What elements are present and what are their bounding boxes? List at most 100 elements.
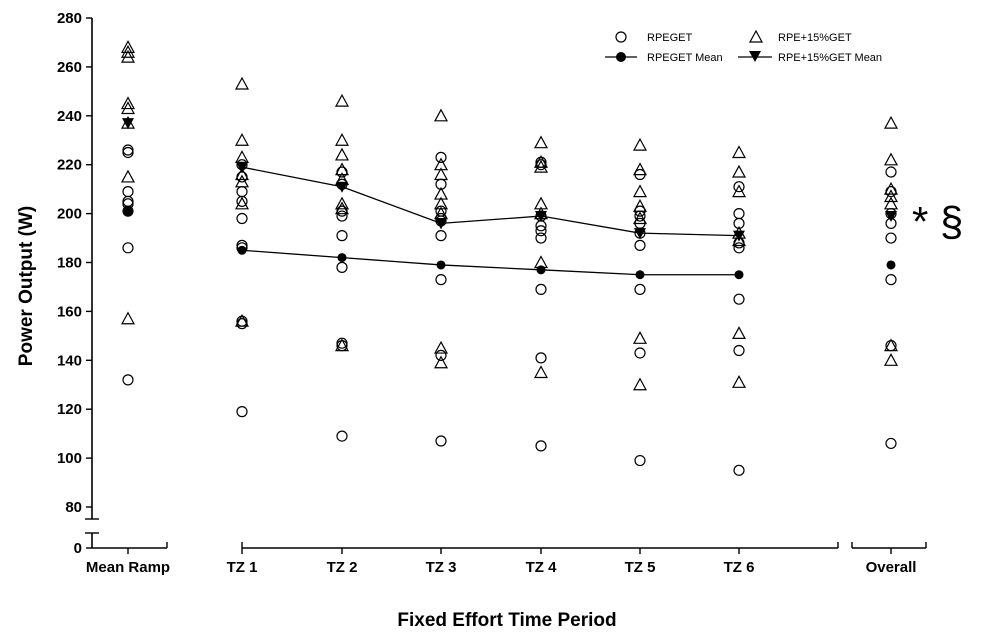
x-tick-label: Mean Ramp bbox=[86, 559, 170, 576]
data-point bbox=[336, 181, 348, 193]
data-point bbox=[334, 162, 350, 176]
data-point bbox=[120, 169, 136, 183]
significance-annotation: * § bbox=[912, 198, 963, 245]
data-point bbox=[336, 210, 348, 222]
data-point bbox=[885, 274, 897, 286]
y-axis-ticks: 0 80 100 120 140 160 180 200 220 240 260 280 bbox=[57, 10, 92, 557]
data-point bbox=[435, 274, 447, 286]
legend-marker-rpe15-mean bbox=[749, 51, 761, 62]
data-point bbox=[885, 211, 897, 223]
data-point bbox=[234, 167, 250, 181]
x-tick-label: Overall bbox=[866, 559, 917, 576]
data-point bbox=[632, 137, 648, 151]
data-point bbox=[731, 326, 747, 340]
data-point bbox=[731, 233, 747, 247]
data-point bbox=[336, 166, 348, 178]
data-point bbox=[236, 185, 248, 198]
data-point bbox=[433, 340, 449, 354]
legend-label-rpe15: RPE+15%GET bbox=[778, 32, 852, 44]
data-point bbox=[886, 260, 896, 270]
data-point bbox=[634, 454, 646, 467]
data-point bbox=[632, 331, 648, 344]
data-point bbox=[122, 195, 134, 207]
data-point bbox=[234, 150, 250, 163]
data-point bbox=[535, 211, 547, 223]
y-tick-label: 240 bbox=[57, 108, 82, 125]
data-point bbox=[883, 152, 899, 166]
data-point bbox=[733, 242, 745, 254]
y-tick-label: 200 bbox=[57, 206, 82, 223]
x-axis-ticks: Mean Ramp TZ 1 TZ 2 TZ 3 TZ 4 TZ 5 TZ 6 Overall bbox=[86, 548, 917, 576]
data-point bbox=[533, 365, 549, 379]
y-tick-label: 180 bbox=[57, 255, 82, 272]
data-point bbox=[433, 108, 449, 122]
data-point bbox=[120, 96, 136, 110]
data-point bbox=[334, 201, 350, 215]
y-axis-title: Power Output (W) bbox=[16, 206, 37, 366]
legend-label-rpeget: RPEGET bbox=[647, 32, 693, 44]
data-point bbox=[120, 44, 136, 58]
data-point bbox=[120, 101, 136, 115]
data-point bbox=[236, 406, 248, 418]
legend: RPEGET RPE+15%GET RPEGET Mean RPE+15%GET… bbox=[605, 29, 882, 64]
data-point bbox=[632, 377, 648, 391]
data-point bbox=[122, 374, 134, 386]
legend-marker-rpeget bbox=[615, 31, 627, 43]
data-point bbox=[535, 352, 547, 364]
data-point bbox=[237, 245, 247, 255]
data-point bbox=[733, 293, 745, 305]
data-point bbox=[336, 430, 348, 442]
x-tick-label: TZ 5 bbox=[625, 559, 656, 576]
data-point bbox=[435, 435, 447, 447]
data-point bbox=[883, 189, 899, 203]
data-point bbox=[733, 464, 745, 476]
x-tick-label: TZ 1 bbox=[227, 559, 258, 576]
data-point bbox=[236, 318, 248, 330]
series-2 bbox=[123, 206, 896, 280]
data-point bbox=[883, 353, 899, 366]
data-point bbox=[535, 225, 547, 237]
data-point bbox=[435, 230, 447, 242]
mean-line bbox=[241, 249, 739, 276]
data-point bbox=[632, 199, 648, 212]
data-point bbox=[435, 205, 447, 217]
data-point bbox=[120, 311, 136, 325]
data-point bbox=[122, 118, 134, 130]
y-tick-label: 260 bbox=[57, 59, 82, 76]
data-point bbox=[334, 132, 350, 146]
data-point bbox=[122, 185, 134, 198]
data-point bbox=[236, 212, 248, 225]
y-tick-label: 0 bbox=[74, 540, 82, 557]
data-point bbox=[634, 283, 646, 295]
data-point bbox=[634, 228, 646, 240]
data-point bbox=[731, 375, 747, 388]
data-point bbox=[234, 196, 250, 210]
data-point bbox=[234, 174, 250, 188]
data-point bbox=[122, 146, 134, 159]
x-axis-title: Fixed Effort Time Period bbox=[397, 610, 616, 631]
data-point bbox=[885, 232, 897, 244]
data-point bbox=[733, 344, 745, 357]
data-point bbox=[433, 157, 449, 171]
x-tick-label: TZ 3 bbox=[426, 559, 457, 576]
data-point bbox=[236, 162, 248, 174]
x-tick-label: TZ 4 bbox=[526, 559, 557, 576]
data-point bbox=[334, 196, 350, 210]
data-point bbox=[533, 135, 549, 149]
data-point bbox=[336, 230, 348, 242]
data-point bbox=[634, 347, 646, 359]
data-point bbox=[337, 253, 347, 263]
series-3 bbox=[122, 118, 897, 242]
data-point bbox=[336, 261, 348, 273]
data-point bbox=[632, 184, 648, 198]
legend-marker-rpe15 bbox=[748, 29, 764, 43]
series-layer bbox=[120, 40, 899, 476]
x-tick-label: TZ 2 bbox=[327, 559, 358, 576]
axes bbox=[85, 18, 927, 549]
mean-line bbox=[241, 166, 740, 237]
data-point bbox=[234, 132, 250, 146]
y-tick-label: 100 bbox=[57, 450, 82, 467]
data-point bbox=[733, 208, 745, 220]
x-tick-label: TZ 6 bbox=[724, 559, 755, 576]
